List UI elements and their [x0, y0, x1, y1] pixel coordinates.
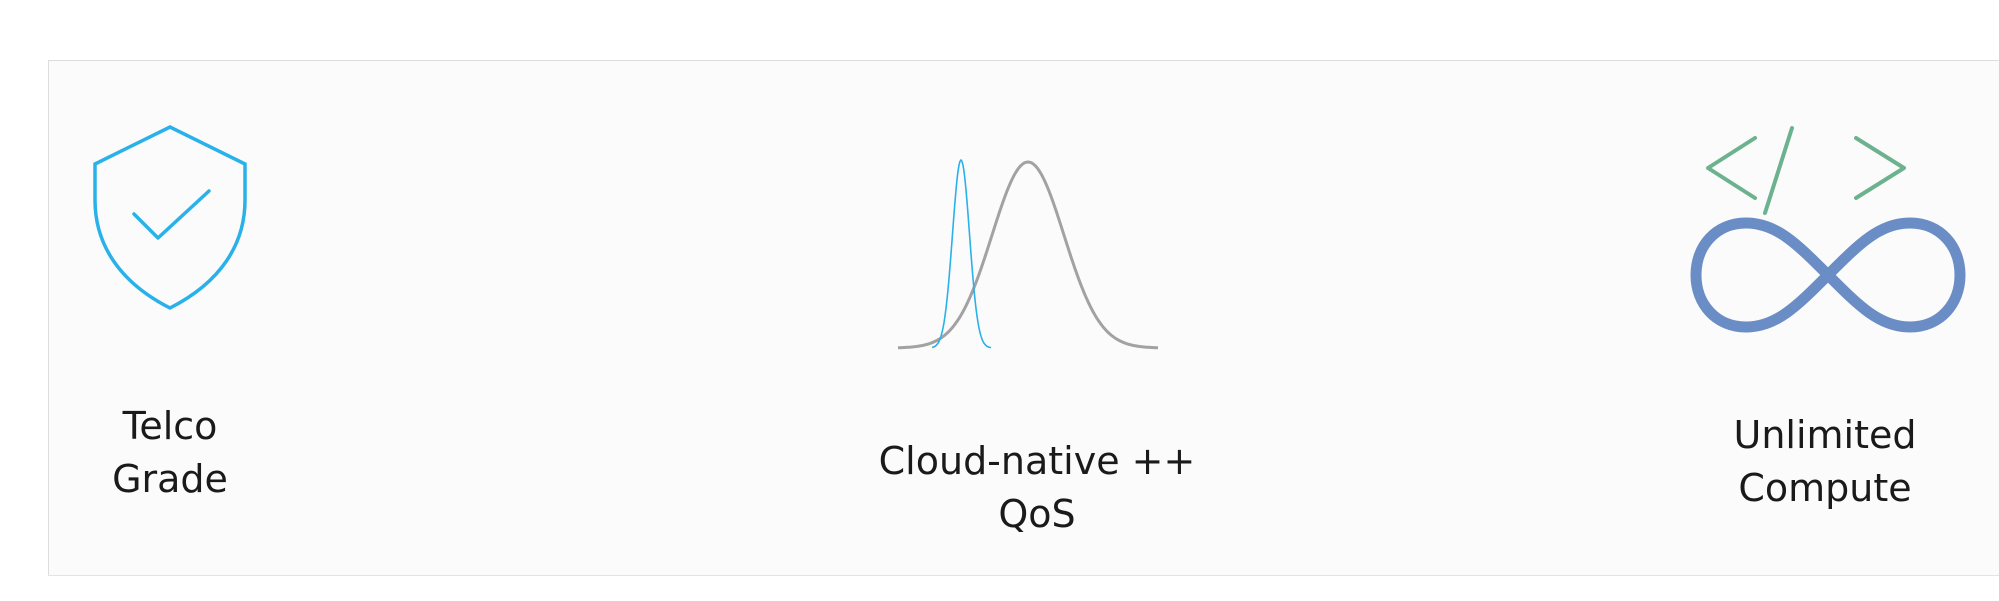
feature-label-unlimited-compute: Unlimited Compute [1615, 409, 1999, 515]
code-infinity-icon [1690, 126, 1966, 333]
feature-label-line: QoS [998, 492, 1076, 536]
feature-label-line: Compute [1738, 466, 1912, 510]
bell-curve-wide [898, 160, 1158, 350]
feature-label-telco-grade: Telco Grade [0, 400, 380, 506]
feature-label-cloud-native-qos: Cloud-native ++ QoS [827, 435, 1247, 541]
feature-label-line: Cloud-native ++ [878, 439, 1196, 483]
feature-label-line: Telco [122, 404, 218, 448]
features-panel [48, 60, 1999, 576]
feature-label-line: Unlimited [1733, 413, 1917, 457]
bell-curve-narrow [931, 158, 992, 349]
bell-curves-icon [898, 158, 1158, 350]
code-brackets-icon [1706, 126, 1906, 215]
infinity-icon [1690, 217, 1966, 333]
shield-check-icon [93, 125, 247, 310]
feature-label-line: Grade [112, 457, 228, 501]
